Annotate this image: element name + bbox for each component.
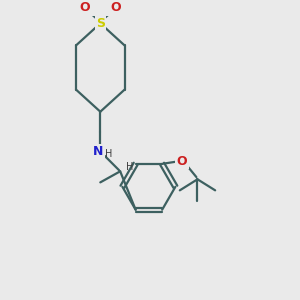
Text: O: O <box>80 2 90 14</box>
Text: H: H <box>106 149 113 159</box>
Text: S: S <box>96 17 105 30</box>
Text: H: H <box>126 162 134 172</box>
Text: O: O <box>110 2 121 14</box>
Text: N: N <box>93 145 103 158</box>
Text: O: O <box>177 155 187 168</box>
